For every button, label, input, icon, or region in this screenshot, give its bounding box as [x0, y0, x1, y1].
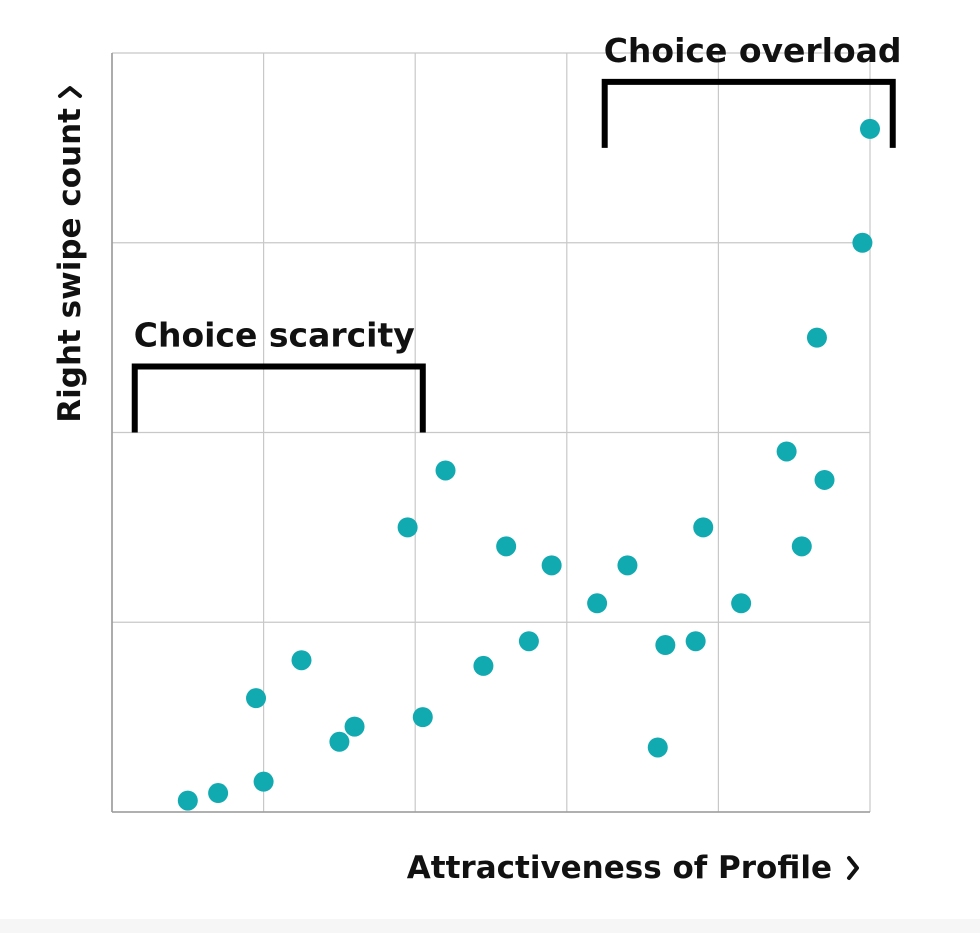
data-point — [852, 232, 873, 253]
data-point — [655, 635, 676, 656]
data-point — [685, 631, 706, 652]
data-point — [587, 593, 608, 614]
data-point — [412, 707, 433, 728]
annotation-bracket — [601, 78, 896, 148]
annotation-label: Choice overload — [604, 31, 902, 70]
annotation-bracket — [131, 363, 426, 433]
data-point — [177, 790, 198, 811]
y-axis-label: Right swipe count — [52, 108, 88, 423]
data-point — [541, 555, 562, 576]
data-point — [814, 469, 835, 490]
bottom-band — [0, 919, 980, 933]
data-point — [791, 536, 812, 557]
data-point — [435, 460, 456, 481]
data-point — [246, 688, 267, 709]
data-point — [397, 517, 418, 538]
chart-axes — [111, 53, 870, 813]
data-point — [329, 731, 350, 752]
x-axis-label: Attractiveness of Profile — [407, 850, 832, 886]
annotation-brackets: Choice scarcity Choice overload — [131, 31, 902, 433]
data-point — [647, 737, 668, 758]
y-axis-chevron-icon — [58, 86, 82, 98]
data-point — [291, 650, 312, 671]
data-points — [177, 118, 880, 811]
data-point — [806, 327, 827, 348]
annotation-label: Choice scarcity — [134, 316, 415, 355]
data-point — [693, 517, 714, 538]
data-point — [253, 771, 274, 792]
data-point — [344, 716, 365, 737]
data-point — [496, 536, 517, 557]
x-axis-chevron-icon — [847, 856, 859, 880]
data-point — [473, 655, 494, 676]
data-point — [518, 631, 539, 652]
data-point — [208, 783, 229, 804]
chart-grid — [111, 52, 871, 813]
data-point — [860, 118, 880, 139]
data-point — [617, 555, 638, 576]
data-point — [731, 593, 752, 614]
data-point — [776, 441, 797, 462]
